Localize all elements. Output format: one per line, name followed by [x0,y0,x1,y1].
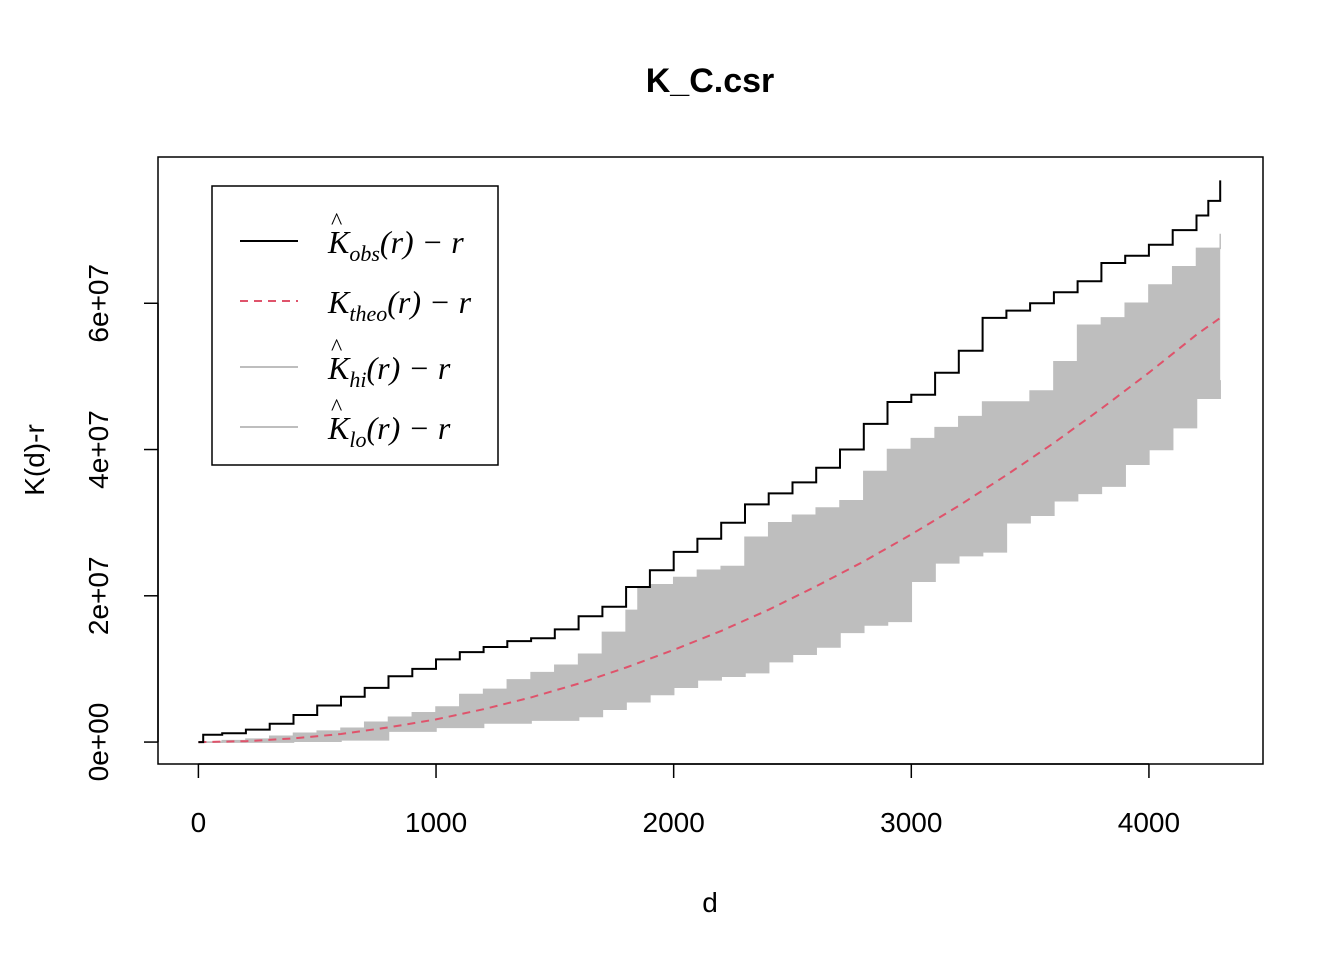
x-tick-label: 4000 [1118,807,1180,838]
x-axis-title: d [702,887,718,918]
y-tick-label: 6e+07 [83,264,114,343]
legend-label-hi: Khi(r) − r [327,350,451,392]
x-tick-label: 3000 [880,807,942,838]
legend-hat-obs: ^ [331,209,342,235]
legend-hat-hi: ^ [331,335,342,361]
y-tick-label: 2e+07 [83,556,114,635]
y-axis-title: K(d)-r [19,424,50,496]
legend-label-lo: Klo(r) − r [327,410,451,452]
axes: 0 1000 2000 3000 4000 0e+00 2e+07 4e+07 6e+07 [83,264,1180,838]
chart-title: K_C.csr [646,62,775,100]
legend-label-theo: Ktheo(r) − r [327,284,472,326]
series-hi-line [198,233,1221,743]
series-theo-line [198,317,1221,744]
legend-label-obs: Kobs(r) − r [327,224,464,266]
x-tick-label: 1000 [405,807,467,838]
legend-hat-lo: ^ [331,395,342,421]
y-tick-label: 4e+07 [83,410,114,489]
envelope-band [198,233,1221,743]
y-tick-label: 0e+00 [83,703,114,782]
plot-area [198,180,1222,744]
series-obs-line [198,180,1222,744]
series-lo-line [198,380,1221,743]
legend-box [211,185,499,466]
x-tick-label: 0 [191,807,207,838]
x-tick-label: 2000 [643,807,705,838]
